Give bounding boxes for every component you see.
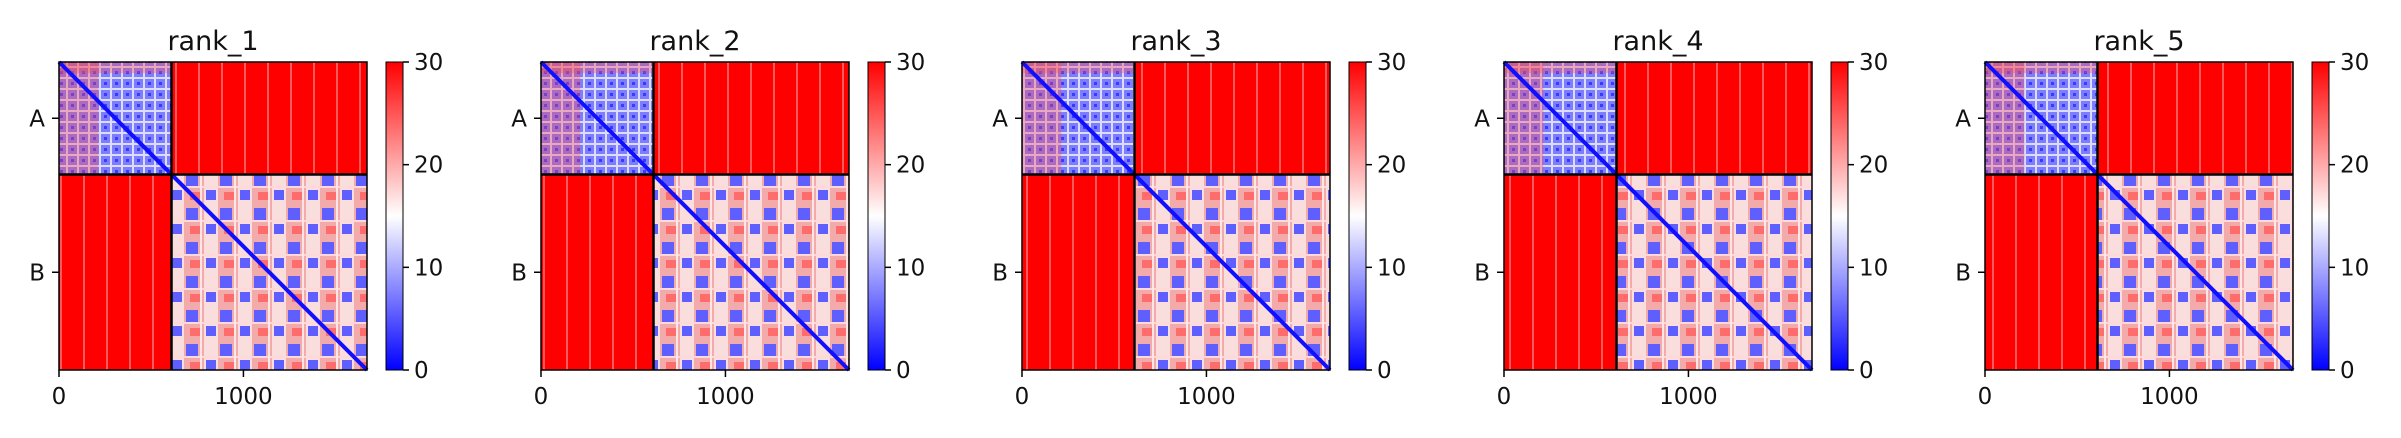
panel-5: rank_5 A B 0 1000 0 10 20 30 (1955, 26, 2369, 410)
colorbar-tick-label: 20 (2340, 153, 2369, 179)
colorbar-tick-label: 0 (2340, 358, 2355, 384)
panel-frame (58, 61, 368, 371)
colorbar (1348, 61, 1367, 371)
panel-title: rank_2 (649, 26, 740, 57)
block-a-b (653, 62, 849, 175)
x-tick-label: 0 (1497, 384, 1512, 410)
colorbar-tick-label: 0 (896, 358, 911, 384)
y-tick-label: B (992, 260, 1008, 286)
block-a-b (1134, 62, 1330, 175)
diagonal (57, 60, 369, 372)
x-tick-label: 1000 (1659, 384, 1718, 410)
colorbar-tick-label: 10 (896, 255, 925, 281)
x-tick-label: 0 (1015, 384, 1030, 410)
colorbar-tick-label: 30 (2340, 50, 2369, 76)
panel-3: rank_3 A B 0 1000 0 10 20 30 (992, 26, 1406, 410)
colorbar-tick-label: 30 (414, 50, 443, 76)
block-a-a-edge-top (59, 62, 172, 74)
x-tick-label: 0 (1978, 384, 1993, 410)
colorbar-tick-label: 10 (2340, 255, 2369, 281)
y-tick-label: A (1474, 106, 1490, 132)
panel-frame (1503, 61, 1813, 371)
diagonal (539, 60, 851, 372)
colorbar-tick-label: 20 (1859, 153, 1888, 179)
y-tick-label: A (511, 106, 527, 132)
panel-frame (1984, 61, 2294, 371)
colorbar-tick-label: 0 (1859, 358, 1874, 384)
colorbar-tick-label: 0 (1377, 358, 1392, 384)
diagonal (1983, 60, 2295, 372)
block-a-b (1616, 62, 1812, 175)
colorbar-tick-label: 30 (896, 50, 925, 76)
panel-frame (1021, 61, 1331, 371)
block-a-a-edge-top (541, 62, 654, 74)
block-a-a-edge-top (1504, 62, 1617, 74)
colorbar (2311, 61, 2330, 371)
colorbar-tick-label: 20 (414, 153, 443, 179)
colorbar (385, 61, 404, 371)
colorbar-tick-label: 10 (1859, 255, 1888, 281)
panel-2: rank_2 A B 0 1000 0 10 20 30 (511, 26, 925, 410)
colorbar-tick-label: 20 (1377, 153, 1406, 179)
y-tick-label: A (1955, 106, 1971, 132)
y-tick-label: B (511, 260, 527, 286)
x-tick-label: 1000 (1177, 384, 1236, 410)
colorbar (1830, 61, 1849, 371)
y-tick-label: B (1955, 260, 1971, 286)
x-tick-label: 1000 (696, 384, 755, 410)
panel-1: rank_1 A B 0 1000 0 10 20 30 (29, 26, 443, 410)
panel-frame (540, 61, 850, 371)
panel-4: rank_4 A B 0 1000 0 10 20 30 (1474, 26, 1888, 410)
y-tick-label: A (992, 106, 1008, 132)
panel-title: rank_1 (167, 26, 258, 57)
block-b-a (59, 174, 172, 370)
block-a-b (2097, 62, 2293, 175)
block-a-a-edge-top (1985, 62, 2098, 74)
colorbar-tick-label: 30 (1859, 50, 1888, 76)
colorbar (867, 61, 886, 371)
x-tick-label: 1000 (214, 384, 273, 410)
block-b-a (1985, 174, 2098, 370)
x-tick-label: 1000 (2140, 384, 2199, 410)
colorbar-tick-label: 30 (1377, 50, 1406, 76)
block-a-b (171, 62, 367, 175)
y-tick-label: A (29, 106, 45, 132)
panel-title: rank_3 (1130, 26, 1221, 57)
colorbar-tick-label: 20 (896, 153, 925, 179)
block-b-a (1022, 174, 1135, 370)
x-tick-label: 0 (52, 384, 67, 410)
y-tick-label: B (29, 260, 45, 286)
colorbar-tick-label: 0 (414, 358, 429, 384)
colorbar-tick-label: 10 (1377, 255, 1406, 281)
block-b-a (541, 174, 654, 370)
block-b-a (1504, 174, 1617, 370)
diagonal (1502, 60, 1814, 372)
colorbar-tick-label: 10 (414, 255, 443, 281)
x-tick-label: 0 (534, 384, 549, 410)
diagonal (1020, 60, 1332, 372)
y-tick-label: B (1474, 260, 1490, 286)
block-a-a-edge-top (1022, 62, 1135, 74)
panel-title: rank_5 (2093, 26, 2184, 57)
panel-title: rank_4 (1612, 26, 1703, 57)
